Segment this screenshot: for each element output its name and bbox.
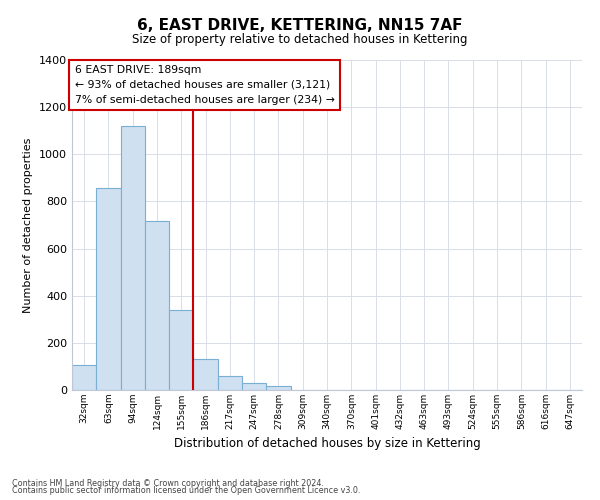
Text: 6, EAST DRIVE, KETTERING, NN15 7AF: 6, EAST DRIVE, KETTERING, NN15 7AF xyxy=(137,18,463,32)
Bar xyxy=(193,360,218,390)
Bar xyxy=(169,310,193,390)
Bar xyxy=(218,376,242,390)
Y-axis label: Number of detached properties: Number of detached properties xyxy=(23,138,34,312)
Text: Contains public sector information licensed under the Open Government Licence v3: Contains public sector information licen… xyxy=(12,486,361,495)
Bar xyxy=(121,126,145,390)
Text: Contains HM Land Registry data © Crown copyright and database right 2024.: Contains HM Land Registry data © Crown c… xyxy=(12,478,324,488)
Bar xyxy=(242,383,266,390)
Bar xyxy=(145,222,169,390)
Bar xyxy=(96,188,121,390)
Bar xyxy=(72,365,96,390)
Text: Size of property relative to detached houses in Kettering: Size of property relative to detached ho… xyxy=(132,32,468,46)
Text: 6 EAST DRIVE: 189sqm
← 93% of detached houses are smaller (3,121)
7% of semi-det: 6 EAST DRIVE: 189sqm ← 93% of detached h… xyxy=(74,65,334,104)
Bar xyxy=(266,386,290,390)
X-axis label: Distribution of detached houses by size in Kettering: Distribution of detached houses by size … xyxy=(173,438,481,450)
